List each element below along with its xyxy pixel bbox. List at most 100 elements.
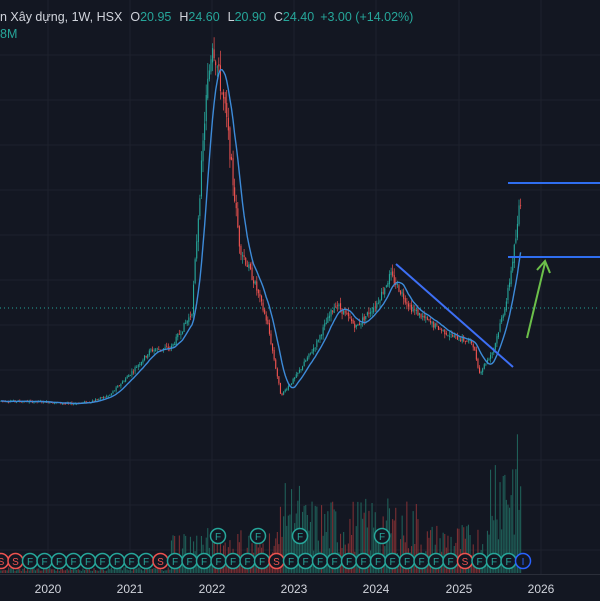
dividend-event-marker[interactable]: F xyxy=(427,552,445,570)
open-value: 20.95 xyxy=(140,10,172,24)
dividend-event-marker[interactable]: F xyxy=(253,552,271,570)
volume-bar xyxy=(270,565,272,573)
candle-body xyxy=(426,317,428,320)
volume-bar xyxy=(0,570,2,573)
candle-body xyxy=(352,320,354,324)
dividend-event-marker[interactable]: F xyxy=(340,552,358,570)
downtrend-line[interactable] xyxy=(395,263,514,368)
candle-body xyxy=(437,326,439,330)
dividend-event-marker[interactable]: F xyxy=(166,552,184,570)
volume-bar xyxy=(99,567,101,573)
candle-body xyxy=(404,298,406,303)
dividend-event-marker[interactable]: F xyxy=(485,552,503,570)
volume-bar xyxy=(324,514,326,573)
candle-body xyxy=(270,333,272,344)
dividend-event-marker[interactable]: F xyxy=(108,552,126,570)
candle-body xyxy=(347,312,349,317)
candle-body xyxy=(336,305,338,307)
dividend-event-marker[interactable]: F xyxy=(239,552,256,570)
candle-body xyxy=(91,400,93,403)
candle-body xyxy=(371,311,373,313)
event-marker-label: F xyxy=(288,557,294,568)
volume-bar xyxy=(46,568,48,573)
volume-bar xyxy=(520,486,522,573)
volume-bar xyxy=(104,570,106,573)
split-event-marker[interactable]: S xyxy=(152,552,169,570)
candle-body xyxy=(436,324,438,326)
target-arrow[interactable] xyxy=(526,259,551,339)
candle-body xyxy=(491,352,493,355)
volume-bar xyxy=(54,569,56,573)
volume-bar xyxy=(373,527,375,573)
dividend-event-marker[interactable]: F xyxy=(442,552,459,570)
dividend-event-marker[interactable]: F xyxy=(21,552,39,570)
dividend-event-marker[interactable]: F xyxy=(36,552,53,570)
volume-bar xyxy=(133,568,135,573)
candle-body xyxy=(102,396,104,399)
dividend-event-marker[interactable]: F xyxy=(224,552,242,570)
volume-bar xyxy=(91,570,93,573)
dividend-event-marker[interactable]: F xyxy=(373,527,391,545)
volume-bar xyxy=(96,570,98,573)
volume-bar xyxy=(30,568,32,573)
dividend-event-marker[interactable]: F xyxy=(384,552,401,570)
volume-bar xyxy=(309,522,311,573)
candle-body xyxy=(509,282,511,288)
candle-body xyxy=(396,283,398,285)
candle-body xyxy=(422,316,424,317)
dividend-event-marker[interactable]: F xyxy=(181,552,198,570)
event-marker-label: F xyxy=(41,557,47,568)
volume-bar xyxy=(161,569,163,573)
dividend-event-marker[interactable]: F xyxy=(195,552,213,570)
candle-body xyxy=(335,306,337,308)
dividend-event-marker[interactable]: F xyxy=(311,552,329,570)
time-axis[interactable]: 2020 2021 2022 2023 2024 2025 2026 xyxy=(0,574,600,601)
dividend-event-marker[interactable]: F xyxy=(50,552,68,570)
dividend-event-marker[interactable]: F xyxy=(326,552,343,570)
candle-body xyxy=(264,309,266,314)
dividend-event-marker[interactable]: F xyxy=(65,552,82,570)
info-event-marker[interactable]: I xyxy=(514,552,532,570)
dividend-event-marker[interactable]: F xyxy=(355,552,372,570)
high-label: H xyxy=(179,10,189,24)
candle-body xyxy=(139,364,141,365)
volume-bar xyxy=(207,528,209,573)
dividend-event-marker[interactable]: F xyxy=(209,527,227,545)
dividend-event-marker[interactable]: F xyxy=(123,552,140,570)
low-label: L xyxy=(227,10,235,24)
dividend-event-marker[interactable]: F xyxy=(500,552,517,570)
dividend-event-marker[interactable]: F xyxy=(291,527,309,545)
volume-bar xyxy=(159,568,161,573)
split-event-marker[interactable]: S xyxy=(0,552,10,570)
dividend-event-marker[interactable]: F xyxy=(210,552,227,570)
dividend-event-marker[interactable]: F xyxy=(282,552,300,570)
candle-body xyxy=(298,370,300,373)
volume-bar xyxy=(144,568,146,573)
dividend-event-marker[interactable]: F xyxy=(249,527,267,545)
volume-bar xyxy=(428,537,430,573)
dividend-event-marker[interactable]: F xyxy=(471,552,488,570)
split-event-marker[interactable]: S xyxy=(7,552,24,570)
dividend-event-marker[interactable]: F xyxy=(398,552,416,570)
volume-bar xyxy=(279,506,281,573)
volume-bar xyxy=(114,569,116,573)
volume-bar xyxy=(461,525,463,573)
event-markers: S S F F F F F F F F F S F F F F F F F S F F F F F F F F F F F F S F F F IF F F… xyxy=(0,527,532,570)
candle-body xyxy=(230,157,232,160)
candle-body xyxy=(306,357,308,361)
split-event-marker[interactable]: S xyxy=(456,552,474,570)
volume-bar xyxy=(267,564,269,573)
candle-body xyxy=(319,335,321,340)
dividend-event-marker[interactable]: F xyxy=(413,552,430,570)
dividend-event-marker[interactable]: F xyxy=(369,552,387,570)
candle-body xyxy=(118,385,120,387)
dividend-event-marker[interactable]: F xyxy=(297,552,314,570)
candle-body xyxy=(362,317,364,324)
candle-body xyxy=(423,315,425,318)
dividend-event-marker[interactable]: F xyxy=(79,552,97,570)
volume-bar xyxy=(463,527,465,573)
dividend-event-marker[interactable]: F xyxy=(94,552,111,570)
split-event-marker[interactable]: S xyxy=(268,552,285,570)
dividend-event-marker[interactable]: F xyxy=(137,552,155,570)
